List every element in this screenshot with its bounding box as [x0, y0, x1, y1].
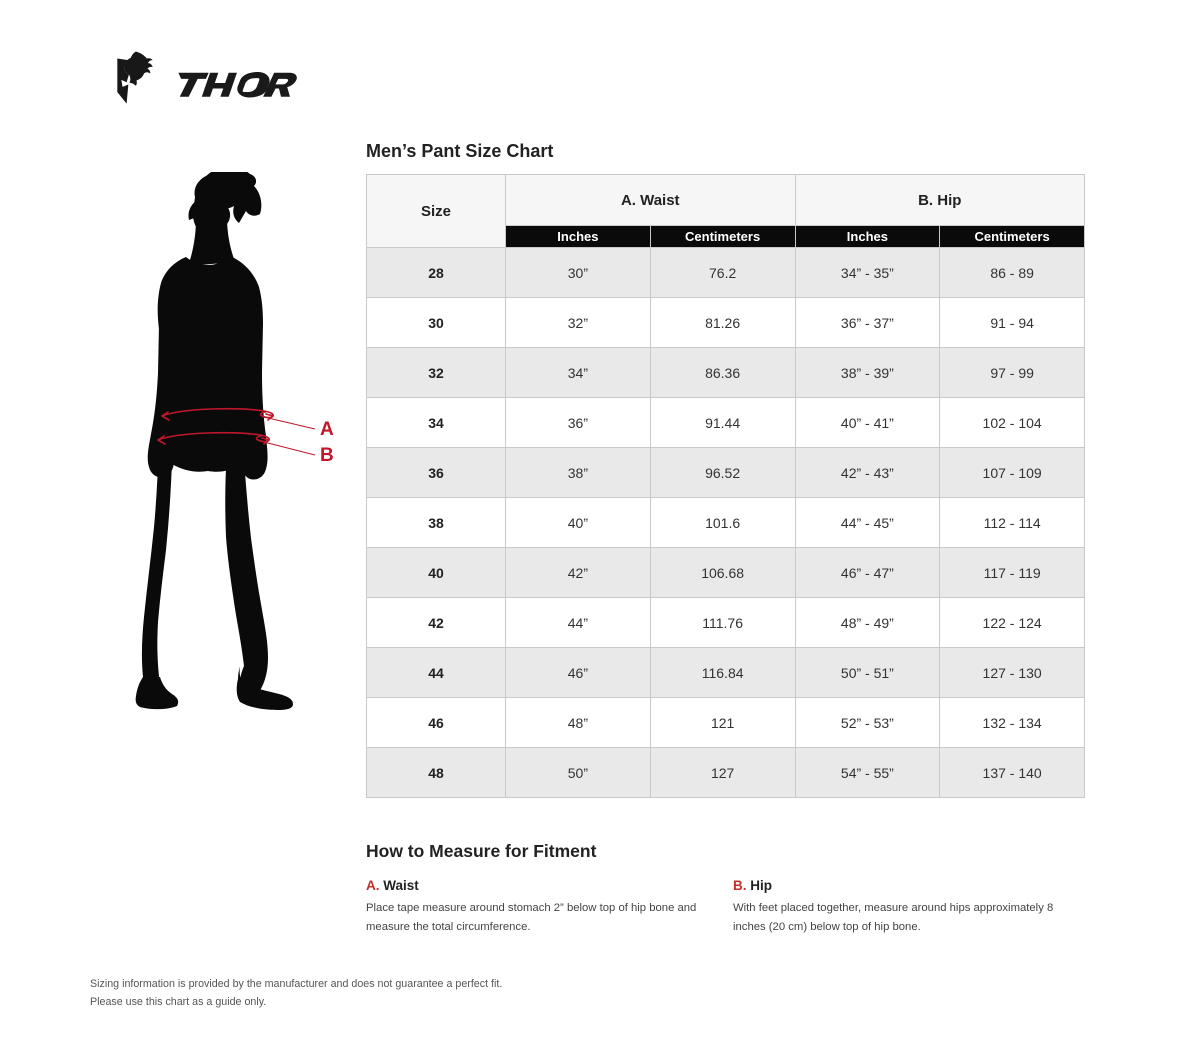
svg-text:A: A [320, 419, 334, 440]
svg-text:B: B [320, 445, 334, 466]
